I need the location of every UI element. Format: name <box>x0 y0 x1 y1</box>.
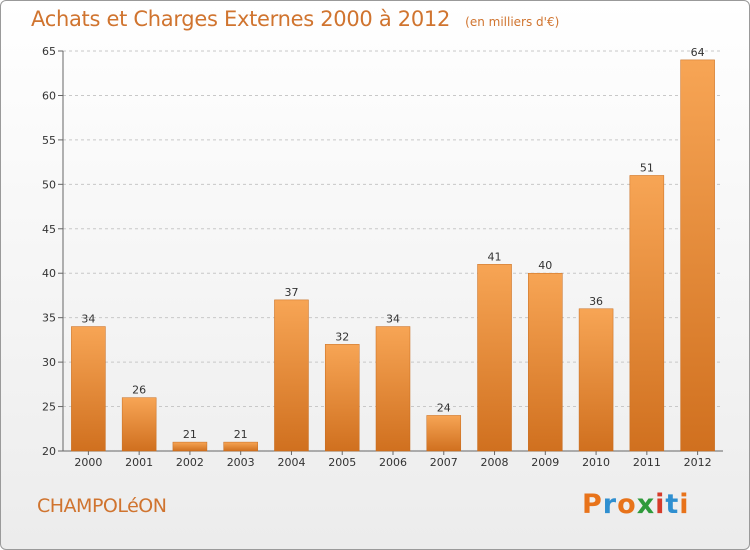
data-label: 24 <box>437 401 451 414</box>
bar <box>71 326 106 452</box>
x-tick-label: 2009 <box>531 456 559 469</box>
bar <box>629 175 665 452</box>
logo-letter: o <box>617 489 637 520</box>
bars <box>71 59 715 452</box>
data-label: 37 <box>284 286 298 299</box>
data-label: 41 <box>488 250 502 263</box>
y-tick-label: 65 <box>42 45 56 58</box>
proxiti-logo: Proxiti <box>582 489 690 520</box>
x-tick-label: 2012 <box>684 456 712 469</box>
commune-name: CHAMPOLéON <box>37 495 167 517</box>
logo-letter: x <box>636 489 656 520</box>
y-tick-label: 40 <box>42 267 56 280</box>
data-label: 36 <box>589 295 603 308</box>
logo-letter: i <box>655 489 666 520</box>
data-label: 21 <box>183 428 197 441</box>
bar <box>578 308 614 452</box>
x-tick-label: 2006 <box>379 456 407 469</box>
bar <box>426 415 462 452</box>
y-tick-label: 20 <box>42 445 56 458</box>
x-tick-label: 2008 <box>481 456 509 469</box>
bar <box>121 397 157 452</box>
x-tick-label: 2002 <box>176 456 204 469</box>
y-tick-label: 60 <box>42 89 56 102</box>
logo-letter: t <box>665 489 680 520</box>
y-tick-label: 25 <box>42 401 56 414</box>
bar <box>528 272 563 452</box>
data-label: 21 <box>234 428 248 441</box>
chart-title: Achats et Charges Externes 2000 à 2012 <box>31 7 451 31</box>
bar <box>172 441 208 452</box>
data-label: 64 <box>691 46 705 59</box>
labels: 34 2000 26 2001 21 2002 21 2003 37 2004 32 2005 34 20… <box>74 46 711 469</box>
bar <box>324 344 360 452</box>
x-tick-label: 2005 <box>328 456 356 469</box>
x-tick-label: 2004 <box>277 456 305 469</box>
data-label: 34 <box>386 313 400 326</box>
bar <box>223 441 258 452</box>
x-tick-label: 2007 <box>430 456 458 469</box>
y-tick-label: 35 <box>42 312 56 325</box>
chart-unit: (en milliers d'€) <box>465 15 560 29</box>
data-label: 51 <box>640 161 654 174</box>
x-tick-label: 2001 <box>125 456 153 469</box>
bar <box>477 264 512 452</box>
data-label: 40 <box>538 259 552 272</box>
logo-letter: r <box>602 489 618 520</box>
bar <box>680 59 715 452</box>
y-tick-label: 30 <box>42 356 56 369</box>
y-tick-label: 50 <box>42 178 56 191</box>
data-label: 34 <box>81 313 95 326</box>
bar <box>274 299 309 452</box>
data-label: 32 <box>335 330 349 343</box>
data-label: 26 <box>132 384 146 397</box>
x-tick-label: 2003 <box>227 456 255 469</box>
x-tick-label: 2011 <box>633 456 661 469</box>
y-tick-label: 45 <box>42 223 56 236</box>
title-row: Achats et Charges Externes 2000 à 2012 (… <box>31 7 559 31</box>
logo-letter: i <box>679 489 690 520</box>
x-tick-label: 2000 <box>74 456 102 469</box>
x-tick-label: 2010 <box>582 456 610 469</box>
y-tick-label: 55 <box>42 134 56 147</box>
bar <box>375 326 411 452</box>
logo-letter: P <box>582 489 603 520</box>
